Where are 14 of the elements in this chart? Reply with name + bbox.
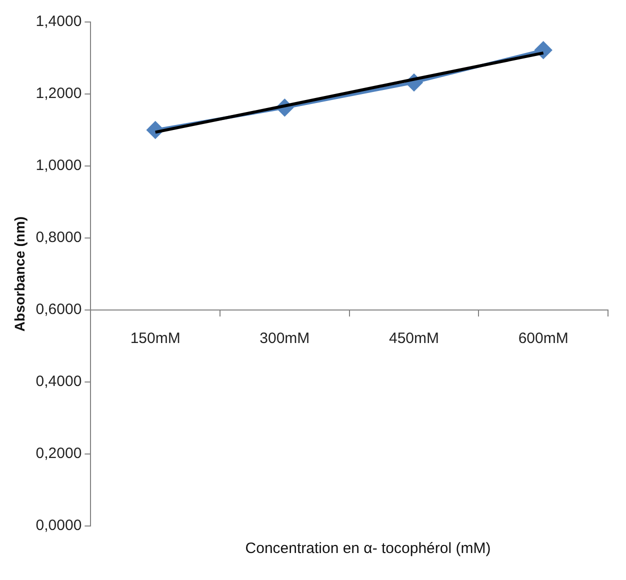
x-tick-label: 600mM bbox=[518, 330, 568, 348]
y-tick-label: 1,0000 bbox=[36, 157, 82, 174]
y-tick-label: 0,4000 bbox=[36, 373, 82, 390]
y-axis-title: Absorbance (nm) bbox=[11, 216, 28, 332]
y-tick-label: 0,6000 bbox=[36, 301, 82, 318]
x-tick-label: 300mM bbox=[260, 330, 310, 348]
y-tick-label: 0,0000 bbox=[36, 517, 82, 534]
y-tick-label: 1,2000 bbox=[36, 85, 82, 102]
x-tick-label: 450mM bbox=[388, 330, 440, 348]
y-tick-label: 1,4000 bbox=[36, 13, 82, 30]
y-tick-label: 0,2000 bbox=[36, 445, 82, 462]
y-tick-label: 0,8000 bbox=[36, 229, 82, 246]
x-tick-label: 150mM bbox=[130, 330, 180, 348]
x-axis-title: Concentration en α- tocophérol (mM) bbox=[244, 540, 492, 557]
